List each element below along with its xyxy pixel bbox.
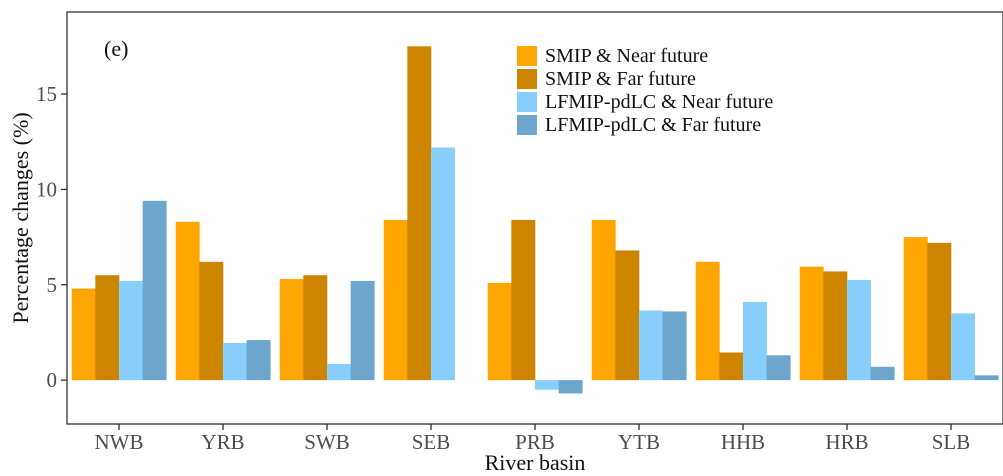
x-tick-label: SLB xyxy=(932,430,971,454)
bar-nwb-series-4 xyxy=(142,200,167,381)
bar-yrb-series-1 xyxy=(175,221,200,381)
legend-key-series-4 xyxy=(517,115,537,135)
legend-label-series-2: SMIP & Far future xyxy=(545,68,696,90)
bars-layer xyxy=(71,46,999,394)
panel-label: (e) xyxy=(104,36,128,61)
bar-seb-series-1 xyxy=(383,219,408,381)
bar-nwb-series-2 xyxy=(95,275,120,381)
bar-seb-series-2 xyxy=(407,46,432,381)
bar-ytb-series-1 xyxy=(591,219,616,381)
bar-hhb-series-2 xyxy=(719,352,744,381)
bar-ytb-series-4 xyxy=(662,311,687,381)
bar-ytb-series-2 xyxy=(615,250,640,381)
legend-key-series-2 xyxy=(517,69,537,89)
x-tick-label: HHB xyxy=(721,430,765,454)
legend-label-series-4: LFMIP-pdLC & Far future xyxy=(545,114,761,136)
bar-ytb-series-3 xyxy=(639,310,663,381)
y-tick-label: 15 xyxy=(36,82,57,106)
legend-label-series-1: SMIP & Near future xyxy=(545,45,708,67)
bar-swb-series-1 xyxy=(279,279,304,381)
bar-swb-series-4 xyxy=(350,280,375,381)
bar-hhb-series-1 xyxy=(695,261,720,381)
bar-slb-series-4 xyxy=(974,375,999,381)
bar-hhb-series-4 xyxy=(766,355,791,381)
legend-key-series-3 xyxy=(517,92,537,112)
bar-nwb-series-3 xyxy=(119,280,143,381)
y-tick-label: 0 xyxy=(47,368,58,392)
bar-prb-series-3 xyxy=(535,380,559,390)
bar-nwb-series-1 xyxy=(71,288,96,381)
x-tick-label: SWB xyxy=(304,430,350,454)
bar-swb-series-2 xyxy=(303,275,328,381)
x-tick-label: PRB xyxy=(515,430,555,454)
bar-yrb-series-4 xyxy=(246,340,271,381)
legend-label-series-3: LFMIP-pdLC & Near future xyxy=(545,91,773,113)
bar-hrb-series-4 xyxy=(870,366,895,381)
bar-hhb-series-3 xyxy=(743,301,767,381)
legend-key-series-1 xyxy=(517,46,537,66)
x-tick-label: YTB xyxy=(618,430,660,454)
bar-prb-series-2 xyxy=(511,219,536,381)
bar-yrb-series-3 xyxy=(223,342,247,381)
y-tick-label: 5 xyxy=(47,273,58,297)
x-tick-label: SEB xyxy=(412,430,451,454)
x-tick-label: YRB xyxy=(201,430,244,454)
bar-slb-series-3 xyxy=(951,313,975,381)
x-axis: NWB YRB SWB SEB PRB YTB HHB HRB SLB xyxy=(95,424,971,454)
bar-slb-series-1 xyxy=(903,237,928,381)
x-axis-title: River basin xyxy=(485,450,586,475)
y-axis-title: Percentage changes (%) xyxy=(8,112,33,323)
bar-slb-series-2 xyxy=(927,242,952,381)
bar-seb-series-3 xyxy=(431,147,455,381)
y-tick-label: 10 xyxy=(36,177,57,201)
bar-yrb-series-2 xyxy=(199,261,224,381)
bar-prb-series-4 xyxy=(558,380,583,394)
bar-hrb-series-1 xyxy=(799,266,824,381)
x-tick-label: HRB xyxy=(825,430,868,454)
y-axis: 0 5 10 15 xyxy=(36,82,67,392)
bar-swb-series-3 xyxy=(327,363,351,381)
bar-prb-series-1 xyxy=(487,282,512,381)
bar-hrb-series-3 xyxy=(847,279,871,381)
x-tick-label: NWB xyxy=(95,430,144,454)
bar-hrb-series-2 xyxy=(823,271,848,381)
